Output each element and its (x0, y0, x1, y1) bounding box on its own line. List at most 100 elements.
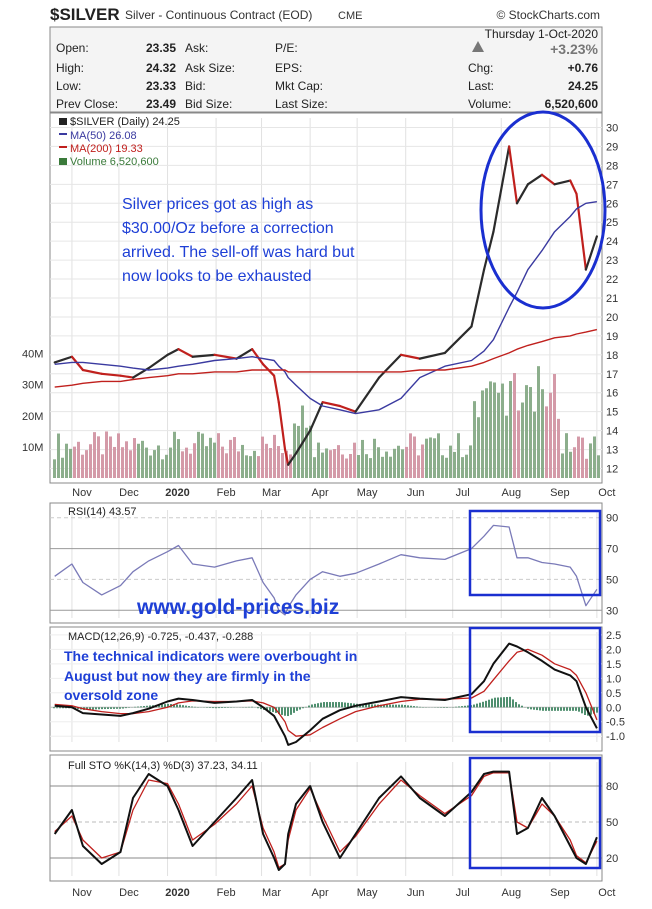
macd-hist-bar (317, 703, 319, 708)
macd-hist-bar (557, 707, 559, 711)
volume-bar (117, 433, 120, 478)
tech-note-line-3: oversold zone (64, 687, 158, 703)
volume-bar (313, 457, 316, 478)
macd-hist-bar (113, 707, 115, 709)
macd-ytick--0.5: -0.5 (606, 717, 625, 729)
macd-hist-bar (92, 707, 94, 710)
macd-hist-bar (455, 706, 457, 708)
macd-hist-bar (188, 706, 190, 708)
volume-bar (165, 454, 168, 478)
volume-bar (101, 454, 104, 478)
macd-hist-bar (167, 703, 169, 708)
volume-bar (589, 443, 592, 478)
price-segment (119, 374, 135, 379)
price-xtick-Sep: Sep (550, 487, 570, 499)
macd-hist-bar (350, 703, 352, 708)
macd-hist-bar (464, 705, 466, 708)
price-ytick-14: 14 (606, 426, 618, 438)
volume-bar (149, 455, 152, 478)
volume-bar (357, 455, 360, 478)
volume-bar (457, 433, 460, 478)
macd-hist-bar (347, 702, 349, 708)
volume-legend: Volume 6,520,600 (70, 156, 159, 168)
volume-bar (65, 443, 68, 478)
macd-hist-bar (515, 702, 517, 708)
volume-bar (377, 447, 380, 478)
sto-xtick-2020: 2020 (165, 887, 189, 899)
volume-bar (513, 373, 516, 478)
macd-hist-bar (77, 707, 79, 710)
volume-bar (205, 446, 208, 478)
macd-hist-bar (119, 707, 121, 709)
price-ytick-29: 29 (606, 141, 618, 153)
price-segment (575, 192, 587, 271)
macd-hist-bar (482, 701, 484, 708)
volume-bar (517, 410, 520, 478)
macd-hist-bar (395, 704, 397, 708)
macd-hist-bar (179, 704, 181, 708)
macd-hist-bar (329, 702, 331, 708)
price-segment (526, 173, 544, 186)
sto-panel (49, 754, 603, 882)
macd-hist-bar (110, 707, 112, 709)
price-segment (287, 452, 298, 466)
macd-hist-bar (143, 706, 145, 708)
macd-hist-bar (467, 705, 469, 708)
macd-hist-bar (146, 705, 148, 708)
volume-bar (557, 418, 560, 478)
price-ytick-13: 13 (606, 445, 618, 457)
volume-bar (417, 455, 420, 478)
volume-bar (477, 417, 480, 478)
macd-hist-bar (221, 707, 223, 708)
volume-bar (77, 441, 80, 478)
price-segment (418, 351, 446, 360)
macd-hist-bar (278, 707, 280, 715)
macd-hist-bar (185, 705, 187, 708)
macd-hist-bar (362, 704, 364, 708)
volume-bar (317, 442, 320, 478)
volume-bar (141, 440, 144, 478)
macd-legend: MACD(12,26,9) -0.725, -0.437, -0.288 (68, 631, 253, 643)
macd-hist-bar (149, 705, 151, 708)
volume-bar (497, 392, 500, 478)
macd-hist-bar (512, 699, 514, 708)
volume-bar (265, 443, 268, 478)
macd-hist-bar (56, 707, 58, 709)
chg-value: +0.76 (568, 61, 599, 75)
quote-date: Thursday 1-Oct-2020 (485, 27, 599, 41)
ma50-legend: MA(50) 26.08 (70, 130, 137, 142)
volume-bar (53, 459, 56, 478)
volume-bar (569, 451, 572, 478)
price-segment (166, 348, 180, 356)
price-legend-swatch (59, 118, 67, 125)
volume-bar (157, 445, 160, 478)
volume-bar (501, 383, 504, 478)
macd-hist-bar (410, 705, 412, 708)
vol-ytick-20M: 20M (22, 411, 43, 423)
volume-bar (397, 445, 400, 478)
volume-bar (441, 455, 444, 478)
prev-close-label: Prev Close: (56, 97, 118, 111)
volume-bar (129, 450, 132, 478)
volume-bar (369, 458, 372, 478)
macd-hist-bar (344, 702, 346, 708)
price-segment (272, 374, 280, 404)
macd-hist-bar (569, 707, 571, 711)
price-xtick-Apr: Apr (312, 487, 329, 499)
volume-bar (425, 438, 428, 478)
price-xtick-Nov: Nov (72, 487, 92, 499)
macd-hist-bar (590, 707, 592, 715)
rsi-legend: RSI(14) 43.57 (68, 506, 136, 518)
macd-hist-bar (134, 706, 136, 708)
volume-bar (93, 432, 96, 478)
macd-hist-bar (458, 706, 460, 708)
volume-bar (225, 453, 228, 478)
volume-bar (137, 443, 140, 478)
silver-note-line-2: $30.00/Oz before a correction (122, 220, 334, 237)
bid-label: Bid: (185, 79, 206, 93)
volume-bar (485, 388, 488, 478)
macd-hist-bar (266, 707, 268, 711)
rsi-line (54, 524, 598, 616)
volume-bar (573, 447, 576, 478)
macd-hist-bar (341, 702, 343, 708)
